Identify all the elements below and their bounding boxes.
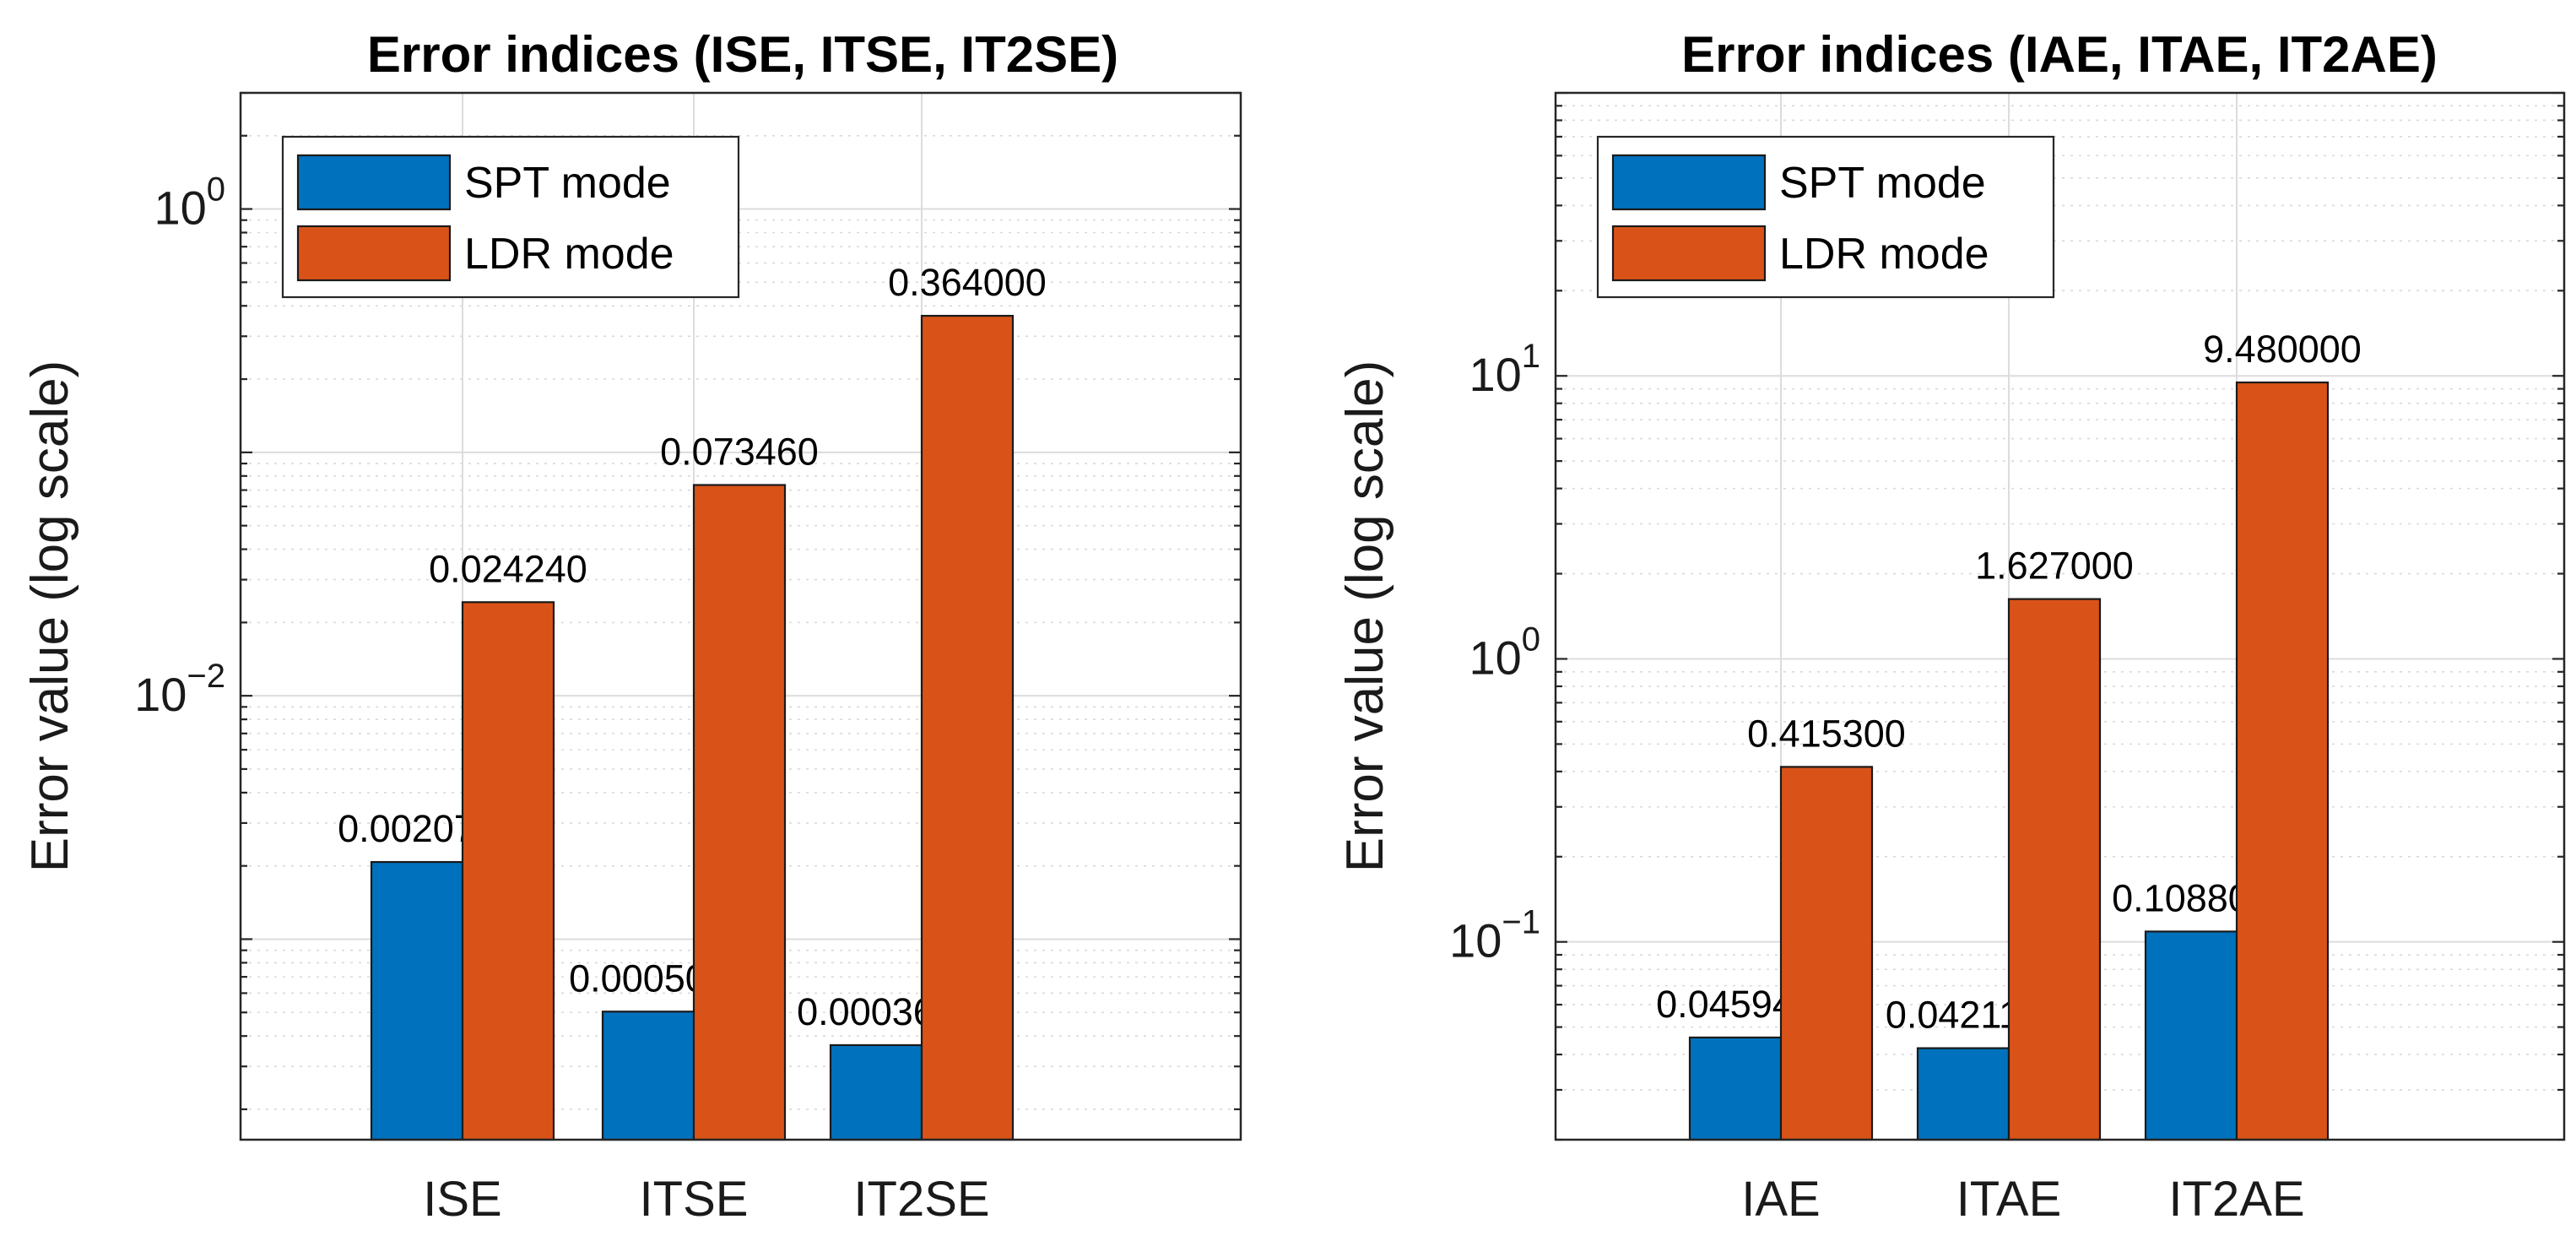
- y-axis-label: Error value (log scale): [1336, 360, 1394, 872]
- x-ticks: ISE ITSE IT2SE: [423, 1172, 989, 1227]
- legend-swatch: [1611, 225, 1767, 282]
- y-ticks: 100 10−2: [134, 91, 1241, 1111]
- series-ldr-mode: 0.415300 1.627000 9.480000: [1747, 328, 2362, 1141]
- data-label: 9.480000: [2203, 328, 2362, 371]
- bar-itae-ldr: [2007, 598, 2102, 1141]
- y-tick-label: 100: [1469, 620, 1540, 684]
- data-label: 0.364000: [888, 261, 1047, 304]
- bar-iae-ldr: [1779, 766, 1874, 1141]
- data-label: 1.627000: [1975, 545, 2134, 588]
- x-tick-label: ISE: [423, 1172, 502, 1227]
- y-tick-label: 10−1: [1449, 904, 1540, 967]
- bar-itae-spt: [1916, 1047, 2010, 1141]
- legend-swatch: [296, 154, 452, 211]
- legend: SPT mode LDR mode: [281, 135, 740, 299]
- data-label: 0.073460: [660, 430, 819, 473]
- series-ldr-mode: 0.024240 0.073460 0.364000: [429, 261, 1047, 1141]
- x-tick-label: IT2SE: [853, 1172, 989, 1227]
- y-tick-label: 100: [154, 171, 225, 235]
- y-tick-label: 101: [1469, 338, 1540, 401]
- chart-2: 0.045940 0.0421100.1088000.4153001.627000…: [1336, 26, 2566, 1227]
- bar-it2ae-spt: [2144, 930, 2238, 1141]
- legend-entry: SPT mode: [464, 159, 671, 208]
- legend-entry: LDR mode: [464, 230, 674, 279]
- bar-it2se-ldr: [920, 314, 1015, 1141]
- y-ticks: 101 100 10−1: [1449, 91, 2564, 1141]
- chart-title: Error indices (ISE, ITSE, IT2SE): [367, 26, 1118, 83]
- bar-it2ae-ldr: [2235, 381, 2330, 1141]
- axes-frame: [1554, 91, 2566, 1141]
- legend-entry: LDR mode: [1779, 230, 1989, 279]
- legend: SPT mode LDR mode: [1596, 135, 2055, 299]
- legend-swatch: [296, 225, 452, 282]
- bar-itse-spt: [601, 1011, 695, 1141]
- bar-ise-ldr: [461, 601, 555, 1141]
- bar-iae-spt: [1688, 1036, 1783, 1141]
- bar-itse-ldr: [692, 484, 787, 1141]
- chart-title: Error indices (IAE, ITAE, IT2AE): [1681, 26, 2438, 83]
- axes-frame: [239, 91, 1242, 1141]
- y-tick-label: 10−2: [134, 658, 225, 721]
- bar-it2se-spt: [829, 1043, 923, 1141]
- legend-entry: SPT mode: [1779, 159, 1986, 208]
- data-label: 0.024240: [429, 547, 587, 590]
- x-tick-label: ITSE: [640, 1172, 749, 1227]
- bar-ise-spt: [370, 860, 464, 1141]
- x-tick-label: ITAE: [1956, 1172, 2062, 1227]
- data-label: 0.415300: [1747, 712, 1906, 755]
- y-axis-label: Error value (log scale): [21, 360, 79, 872]
- x-ticks: IAE ITAE IT2AE: [1741, 1172, 2304, 1227]
- legend-swatch: [1611, 154, 1767, 211]
- x-tick-label: IAE: [1741, 1172, 1821, 1227]
- x-tick-label: IT2AE: [2168, 1172, 2304, 1227]
